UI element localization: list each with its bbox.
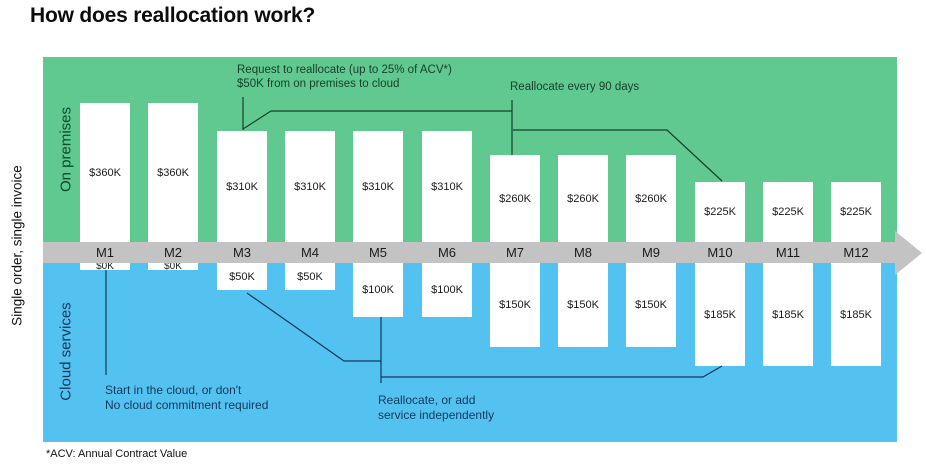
annotation-line: Reallocate every 90 days <box>510 81 640 93</box>
on-prem-bar-m6: $310K <box>422 131 472 242</box>
annotation-reallocate-every-90-days: Reallocate every 90 days <box>510 80 639 94</box>
bar-value: $260K <box>635 192 667 205</box>
annotation-line: No cloud commitment required <box>105 398 269 412</box>
bar-value: $310K <box>362 180 394 193</box>
bar-value: $100K <box>362 284 394 296</box>
bar-value: $50K <box>297 270 323 283</box>
bar-value: $185K <box>840 308 872 321</box>
month-label-m6: M6 <box>437 245 457 260</box>
month-label-m12: M12 <box>843 245 869 260</box>
bar-value: $150K <box>567 299 599 311</box>
axis-label-single-order: Single order, single invoice <box>9 165 25 326</box>
on-prem-bar-m3: $310K <box>217 131 267 242</box>
cloud-bar-m6: $100K <box>422 263 472 317</box>
cloud-bar-m11: $185K <box>763 263 813 366</box>
on-prem-bar-m1: $360K <box>80 103 130 242</box>
bar-value: $225K <box>772 206 804 218</box>
on-prem-bar-m4: $310K <box>285 131 335 242</box>
cloud-bar-m8: $150K <box>558 263 608 347</box>
annotation-line: Reallocate, or add <box>378 393 476 407</box>
month-label-m10: M10 <box>707 245 733 260</box>
month-label-m3: M3 <box>232 245 252 260</box>
annotation-request-to-reallocate: Request to reallocate (up to 25% of ACV*… <box>237 63 452 91</box>
bar-value: $260K <box>567 192 599 205</box>
annotation-line: Request to reallocate (up to 25% of ACV*… <box>237 64 452 76</box>
month-label-m9: M9 <box>641 245 661 260</box>
on-prem-bar-m11: $225K <box>763 182 813 242</box>
bar-value: $150K <box>499 299 531 311</box>
cloud-bar-m10: $185K <box>695 263 745 366</box>
month-label-m11: M11 <box>775 245 801 260</box>
timeline-band <box>43 242 895 263</box>
annotation-line: $50K from on premises to cloud <box>237 78 400 90</box>
on-prem-bar-m10: $225K <box>695 182 745 242</box>
cloud-bar-m9: $150K <box>626 263 676 347</box>
bar-value: $260K <box>499 192 531 205</box>
bar-value: $185K <box>704 308 736 321</box>
on-prem-bar-m7: $260K <box>490 155 540 242</box>
month-label-m5: M5 <box>368 245 388 260</box>
annotation-reallocate-or-add: Reallocate, or add service independently <box>378 393 494 423</box>
annotation-line: service independently <box>378 408 495 422</box>
bar-value: $225K <box>704 206 736 218</box>
on-prem-bar-m5: $310K <box>353 131 403 242</box>
bar-value: $360K <box>157 166 189 179</box>
cloud-bar-m2: $0K <box>148 261 198 272</box>
bar-value: $310K <box>226 180 258 193</box>
month-label-m4: M4 <box>300 245 320 260</box>
acv-footnote: *ACV: Annual Contract Value <box>46 448 188 460</box>
bar-value: $310K <box>431 180 463 193</box>
bar-value: $150K <box>635 299 667 311</box>
page-title: How does reallocation work? <box>30 4 316 27</box>
bar-value: $100K <box>431 284 463 296</box>
cloud-bar-m12: $185K <box>831 263 881 366</box>
bar-value: $185K <box>772 308 804 321</box>
cloud-bar-m5: $100K <box>353 263 403 317</box>
bar-value: $0K <box>164 261 182 272</box>
on-prem-bar-m2: $360K <box>148 103 198 242</box>
bar-value: $0K <box>96 261 114 272</box>
bar-value: $310K <box>294 180 326 193</box>
cloud-bar-m1: $0K <box>80 261 130 272</box>
cloud-bar-m7: $150K <box>490 263 540 347</box>
bar-value: $360K <box>89 166 121 179</box>
cloud-services-label: Cloud services <box>57 302 75 401</box>
month-label-m7: M7 <box>505 245 525 260</box>
bar-value: $50K <box>229 270 255 283</box>
on-prem-bar-m9: $260K <box>626 155 676 242</box>
cloud-bar-m4: $50K <box>285 263 335 290</box>
on-prem-bar-m8: $260K <box>558 155 608 242</box>
month-label-m2: M2 <box>163 245 183 260</box>
cloud-bar-m3: $50K <box>217 263 267 290</box>
bar-value: $225K <box>840 206 872 218</box>
on-prem-bar-m12: $225K <box>831 182 881 242</box>
on-premises-label: On premises <box>57 106 75 193</box>
month-label-m8: M8 <box>573 245 593 260</box>
timeline-arrowhead-icon <box>895 231 922 275</box>
annotation-start-in-cloud: Start in the cloud, or don't No cloud co… <box>105 383 268 413</box>
month-label-m1: M1 <box>95 245 115 260</box>
annotation-line: Start in the cloud, or don't <box>105 383 242 397</box>
